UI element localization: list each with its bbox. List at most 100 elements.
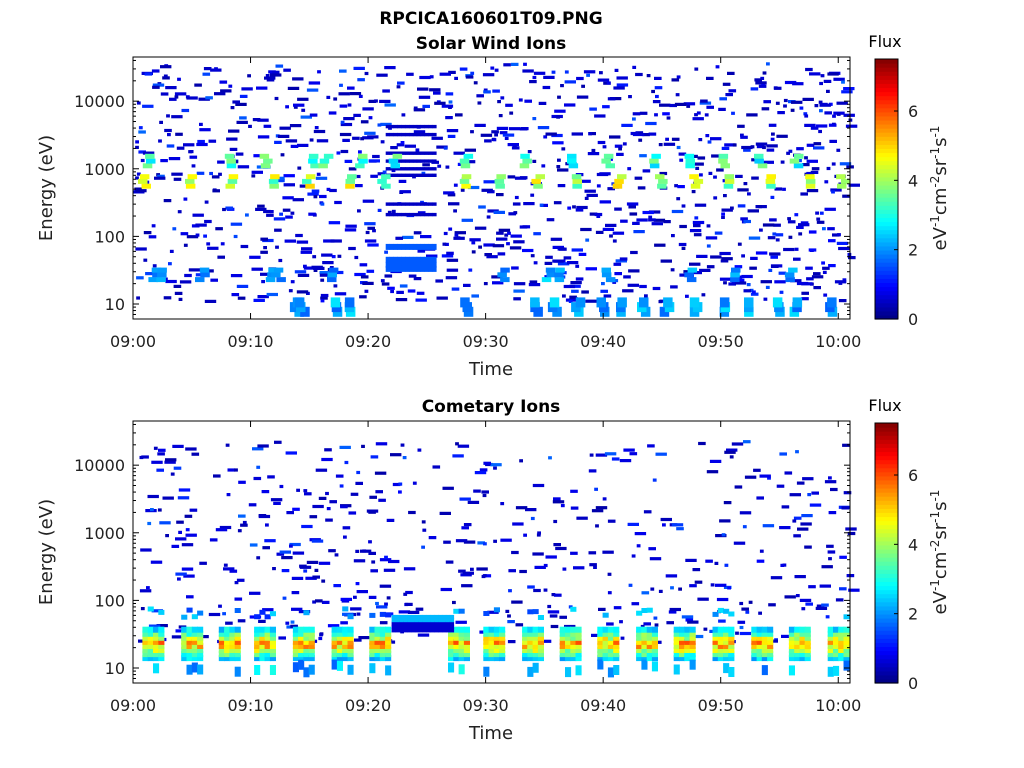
heatmap-cell xyxy=(781,505,790,509)
burst-cell xyxy=(684,630,691,637)
burst-cell xyxy=(153,651,160,658)
heatmap-cell xyxy=(820,102,828,106)
heatmap-cell xyxy=(257,444,269,448)
heatmap-cell xyxy=(666,621,674,625)
heatmap-cell xyxy=(741,254,745,258)
dense-block-cell xyxy=(397,212,402,217)
burst-cell xyxy=(379,647,386,653)
heatmap-cell xyxy=(436,296,448,300)
heatmap-cell xyxy=(497,252,506,256)
heatmap-cell xyxy=(810,170,819,174)
band-cell xyxy=(765,178,776,184)
heatmap-cell xyxy=(154,176,166,180)
heatmap-cell xyxy=(445,116,453,120)
burst-cell xyxy=(728,667,735,677)
burst-cell xyxy=(689,659,696,670)
heatmap-cell xyxy=(674,102,687,106)
band-cell xyxy=(268,178,279,184)
heatmap-cell xyxy=(353,113,361,117)
heatmap-cell xyxy=(290,624,298,628)
heatmap-cell xyxy=(413,108,426,112)
heatmap-cell xyxy=(691,634,704,639)
heatmap-cell xyxy=(706,244,711,248)
colorbar-segment xyxy=(875,111,898,117)
heatmap-cell xyxy=(357,209,361,213)
heatmap-cell xyxy=(604,452,617,456)
burst-cell xyxy=(761,651,768,658)
colorbar-segment xyxy=(875,467,898,473)
dense-block-cell xyxy=(405,243,410,250)
band-cell xyxy=(224,153,235,159)
heatmap-cell xyxy=(436,145,448,149)
heatmap-cell xyxy=(576,205,588,210)
heatmap-cell xyxy=(585,238,590,242)
heatmap-cell xyxy=(607,519,616,523)
burst-cell xyxy=(331,643,338,649)
heatmap-cell xyxy=(772,232,777,236)
burst-cell xyxy=(756,651,763,658)
heatmap-cell xyxy=(523,62,527,66)
heatmap-cell xyxy=(505,103,513,107)
burst-cell xyxy=(181,630,188,637)
burst-cell xyxy=(767,634,774,641)
heatmap-cell xyxy=(331,255,336,259)
colorbar-segment xyxy=(875,136,898,141)
heatmap-cell xyxy=(379,558,392,562)
burst-cell xyxy=(303,626,310,633)
burst-cell xyxy=(336,626,343,633)
burst-cell xyxy=(712,651,719,658)
burst-cell xyxy=(181,655,188,662)
dense-block-cell xyxy=(405,159,410,163)
heatmap-cell xyxy=(353,559,366,563)
dense-block-cell xyxy=(420,261,425,268)
heatmap-cell xyxy=(788,149,793,153)
heatmap-cell xyxy=(189,155,198,159)
dense-block-cell xyxy=(393,132,398,137)
heatmap-cell xyxy=(170,472,175,476)
dense-block-cell xyxy=(420,167,425,171)
band-cell xyxy=(438,625,443,629)
heatmap-cell xyxy=(349,92,362,96)
burst-cell xyxy=(448,651,455,658)
band-cell xyxy=(273,267,284,273)
band-cell xyxy=(411,621,416,626)
heatmap-cell xyxy=(140,607,145,611)
heatmap-cell xyxy=(532,75,537,80)
dense-block-cell xyxy=(428,212,433,217)
heatmap-cell xyxy=(507,614,511,618)
heatmap-cell xyxy=(512,202,521,206)
burst-cell xyxy=(794,647,801,653)
heatmap-cell xyxy=(737,188,749,192)
colorbar-tick-label: 2 xyxy=(908,241,918,260)
burst-cell xyxy=(499,634,506,641)
band-cell xyxy=(442,621,447,626)
burst-cell xyxy=(636,634,643,641)
burst-cell xyxy=(499,626,506,633)
heatmap-cell xyxy=(140,548,152,552)
heatmap-cell xyxy=(355,184,363,188)
dense-block-cell xyxy=(405,202,410,206)
burst-cell xyxy=(827,666,834,677)
heatmap-cell xyxy=(315,176,328,180)
band-cell xyxy=(148,277,158,283)
heatmap-cell xyxy=(222,612,226,616)
heatmap-cell xyxy=(357,78,365,82)
dense-block-cell xyxy=(420,132,425,137)
heatmap-cell xyxy=(562,567,567,571)
heatmap-cell xyxy=(445,560,454,564)
heatmap-cell xyxy=(779,290,784,294)
heatmap-cell xyxy=(471,294,479,298)
burst-cell xyxy=(843,647,850,653)
burst-cell xyxy=(827,626,834,633)
heatmap-cell xyxy=(715,583,727,587)
band-cell xyxy=(603,153,614,159)
heatmap-cell xyxy=(665,574,678,578)
heatmap-cell xyxy=(553,519,558,524)
burst-cell xyxy=(385,634,392,641)
heatmap-cell xyxy=(220,89,232,93)
dense-block-cell xyxy=(389,132,394,137)
heatmap-cell xyxy=(358,150,362,154)
heatmap-cell xyxy=(518,98,523,102)
heatmap-cell xyxy=(428,536,437,540)
burst-cell xyxy=(602,647,609,653)
